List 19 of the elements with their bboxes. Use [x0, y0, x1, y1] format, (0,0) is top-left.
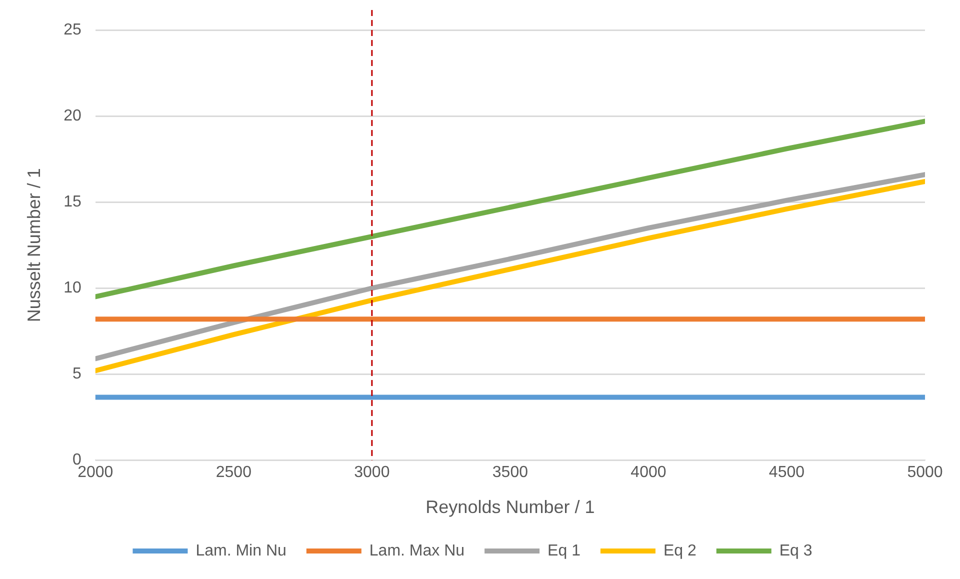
- x-tick-label: 3500: [492, 464, 528, 482]
- legend-label: Lam. Min Nu: [196, 542, 286, 560]
- legend-label: Eq 3: [779, 542, 812, 560]
- legend-label: Eq 1: [548, 542, 581, 560]
- y-tick-label: 15: [64, 193, 82, 210]
- x-tick-label: 3000: [354, 464, 390, 482]
- legend-label: Eq 2: [663, 542, 696, 560]
- y-tick-label: 10: [64, 280, 82, 297]
- x-tick-label: 5000: [907, 464, 943, 482]
- legend-label: Lam. Max Nu: [369, 542, 465, 560]
- x-tick-label: 4500: [768, 464, 805, 482]
- y-axis-title: Nusselt Number / 1: [24, 168, 44, 322]
- x-tick-label: 2000: [78, 464, 114, 482]
- x-axis-title: Reynolds Number / 1: [426, 497, 595, 518]
- y-tick-label: 5: [72, 366, 82, 383]
- x-tick-label: 4000: [630, 464, 666, 482]
- y-tick-label: 20: [64, 107, 82, 124]
- x-tick-label: 2500: [216, 464, 252, 482]
- y-tick-label: 25: [64, 21, 82, 38]
